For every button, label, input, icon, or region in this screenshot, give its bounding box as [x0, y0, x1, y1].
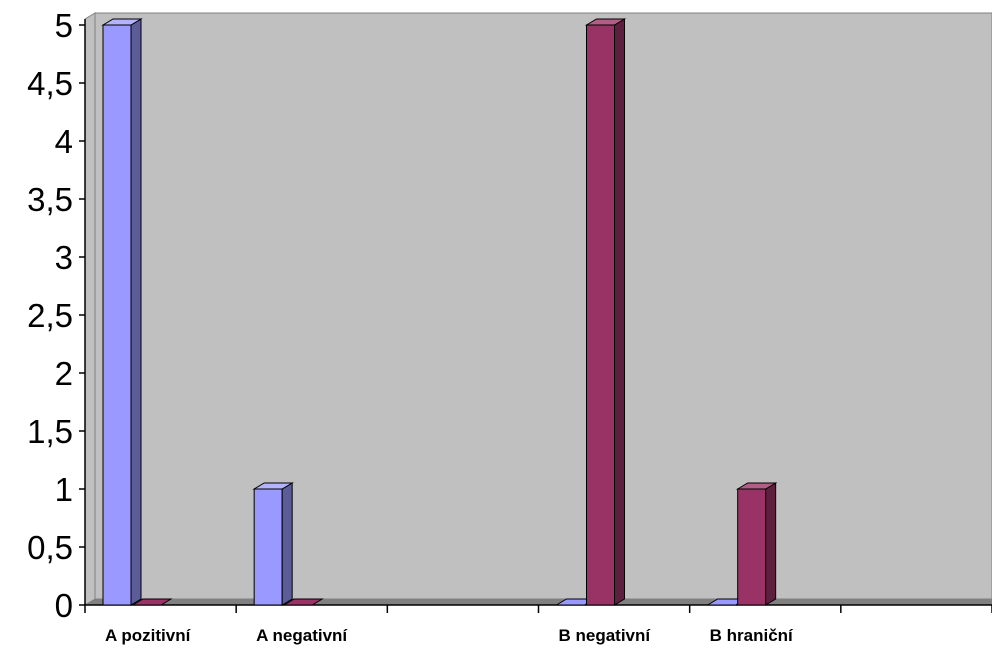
- y-tick-label: 1,5: [27, 413, 73, 450]
- plot-floor: [85, 599, 992, 605]
- y-tick-label: 1: [55, 471, 73, 508]
- y-tick-label: 3,5: [27, 181, 73, 218]
- x-tick-label: B hraniční: [710, 626, 794, 645]
- y-axis-tick-labels: 0 0,5 1 1,5 2 2,5 3 3,5 4 4,5 5: [27, 7, 73, 624]
- bar: [254, 483, 292, 605]
- y-tick-label: 4,5: [27, 65, 73, 102]
- y-tick-label: 0: [55, 587, 73, 624]
- x-tick-label: A pozitivní: [105, 626, 192, 645]
- y-tick-label: 2: [55, 355, 73, 392]
- bar: [587, 19, 625, 605]
- y-tick-label: 5: [55, 7, 73, 44]
- plot-back-wall: [95, 13, 992, 599]
- x-tick-label: B negativní: [559, 626, 652, 645]
- y-tick-label: 0,5: [27, 529, 73, 566]
- bar: [103, 19, 141, 605]
- y-tick-label: 4: [55, 123, 73, 160]
- bar: [738, 483, 776, 605]
- plot-side-wall: [85, 13, 95, 605]
- y-tick-label: 3: [55, 239, 73, 276]
- y-tick-label: 2,5: [27, 297, 73, 334]
- x-axis-tick-labels: A pozitivní A negativní B negativní B hrani…: [105, 626, 794, 645]
- x-tick-label: A negativní: [256, 626, 348, 645]
